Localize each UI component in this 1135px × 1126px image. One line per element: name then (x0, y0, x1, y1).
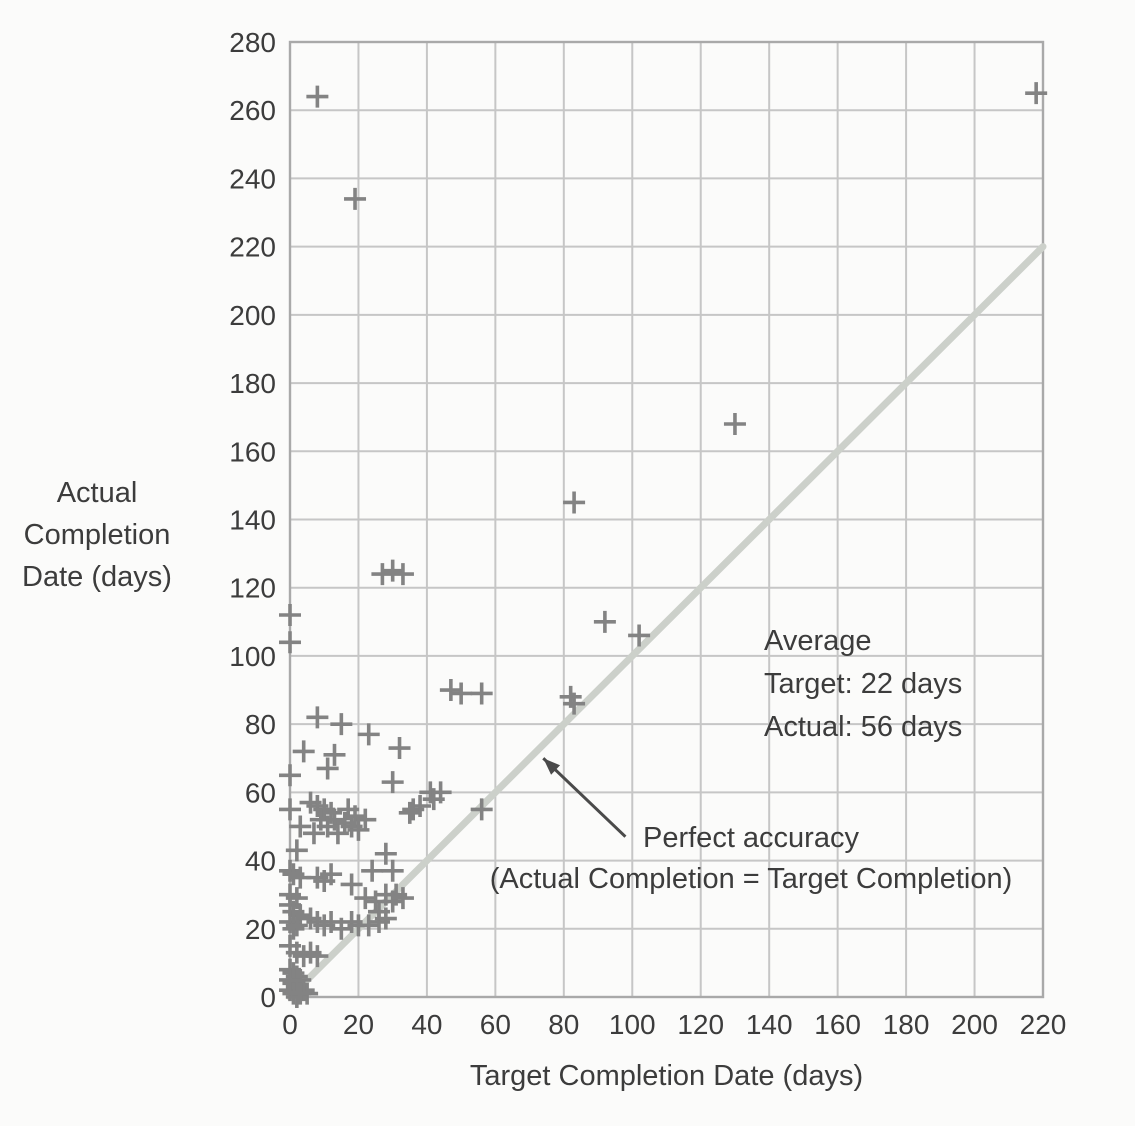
data-point-marker (470, 682, 493, 705)
y-axis-title-line1: Actual (56, 477, 138, 509)
data-point-marker (593, 610, 616, 633)
y-tick-label: 120 (229, 573, 276, 604)
x-tick-label: 220 (1020, 1009, 1067, 1040)
data-point-marker (316, 815, 339, 838)
perfect-accuracy-sublabel: (Actual Completion = Target Completion) (489, 863, 1013, 895)
data-point-marker (289, 982, 312, 1005)
data-point-marker (323, 743, 346, 766)
y-tick-label: 40 (245, 846, 276, 877)
y-tick-label: 180 (229, 368, 276, 399)
y-tick-label: 140 (229, 505, 276, 536)
data-point-marker (450, 682, 473, 705)
data-point-marker (330, 713, 353, 736)
data-point-marker (316, 757, 339, 780)
data-point-marker (391, 887, 414, 910)
data-point-marker (470, 798, 493, 821)
data-point-marker (398, 801, 421, 824)
x-tick-label: 200 (951, 1009, 998, 1040)
average-target-value: Target: 22 days (764, 668, 963, 700)
data-point-marker (279, 764, 301, 787)
y-tick-label: 160 (229, 436, 276, 467)
data-point-marker (381, 559, 404, 582)
data-point-marker (285, 839, 308, 862)
data-point-marker (279, 798, 301, 821)
x-tick-label: 100 (609, 1009, 656, 1040)
data-point-marker (391, 563, 414, 586)
y-axis-title-line3: Date (days) (22, 561, 172, 593)
data-point-marker (1025, 82, 1048, 105)
perfect-accuracy-annotation: Perfect accuracy (Actual Completion = Ta… (421, 818, 1081, 900)
x-tick-label: 60 (480, 1009, 511, 1040)
average-annotation: Average Target: 22 days Actual: 56 days (764, 620, 962, 749)
data-point-marker (279, 968, 301, 991)
data-point-marker (354, 808, 377, 831)
perfect-accuracy-label: Perfect accuracy (643, 822, 859, 854)
data-point-marker (723, 413, 746, 435)
data-point-marker (344, 805, 367, 828)
y-tick-label: 220 (229, 232, 276, 263)
data-point-marker (628, 624, 651, 647)
average-actual-value: Actual: 56 days (764, 711, 963, 743)
data-point-marker (306, 706, 329, 729)
x-tick-label: 160 (814, 1009, 861, 1040)
data-point-marker (279, 631, 301, 654)
data-point-marker (563, 692, 586, 715)
data-point-marker (439, 679, 462, 702)
y-tick-label: 240 (229, 163, 276, 194)
data-point-marker (388, 737, 411, 760)
data-point-marker (354, 887, 377, 910)
x-tick-label: 0 (282, 1009, 298, 1040)
data-point-marker (357, 914, 380, 937)
annotation-arrow-line (542, 757, 627, 838)
annotation-arrow-head (543, 758, 561, 775)
data-point-marker (374, 842, 397, 865)
data-point-marker (320, 863, 343, 886)
data-point-marker (285, 914, 308, 937)
y-axis-title: Actual Completion Date (days) (2, 472, 192, 598)
x-tick-label: 20 (343, 1009, 374, 1040)
data-point-marker (306, 85, 329, 108)
data-point-marker (374, 907, 397, 930)
data-point-marker (563, 491, 586, 514)
data-point-marker (279, 604, 301, 626)
data-point-marker (361, 859, 384, 882)
data-point-marker (344, 187, 367, 210)
y-tick-label: 20 (245, 914, 276, 945)
data-point-marker (357, 723, 380, 746)
data-point-marker (292, 740, 315, 763)
data-point-marker (381, 771, 404, 794)
y-tick-label: 0 (260, 982, 276, 1013)
y-tick-label: 100 (229, 641, 276, 672)
y-tick-label: 260 (229, 95, 276, 126)
data-point-marker (371, 563, 394, 586)
y-axis-title-line2: Completion (23, 519, 171, 551)
average-annotation-title: Average (764, 625, 872, 657)
plot-frame (288, 40, 1045, 999)
perfect-accuracy-line (286, 243, 1047, 1001)
x-tick-label: 40 (411, 1009, 442, 1040)
x-tick-label: 140 (746, 1009, 793, 1040)
x-axis-title: Target Completion Date (days) (469, 1060, 864, 1092)
x-tick-label: 180 (883, 1009, 930, 1040)
data-point-marker (422, 788, 445, 811)
data-point-marker (381, 859, 404, 882)
x-tick-label: 80 (548, 1009, 579, 1040)
data-point-marker (282, 917, 305, 940)
data-point-marker (289, 815, 312, 838)
y-tick-label: 280 (229, 27, 276, 58)
data-point-marker (302, 822, 325, 845)
data-point-marker (306, 945, 329, 968)
data-point-marker (340, 873, 363, 896)
data-point-marker (285, 986, 308, 1008)
y-tick-label: 60 (245, 777, 276, 808)
x-tick-label: 120 (677, 1009, 724, 1040)
y-tick-label: 80 (245, 709, 276, 740)
y-tick-label: 200 (229, 300, 276, 331)
